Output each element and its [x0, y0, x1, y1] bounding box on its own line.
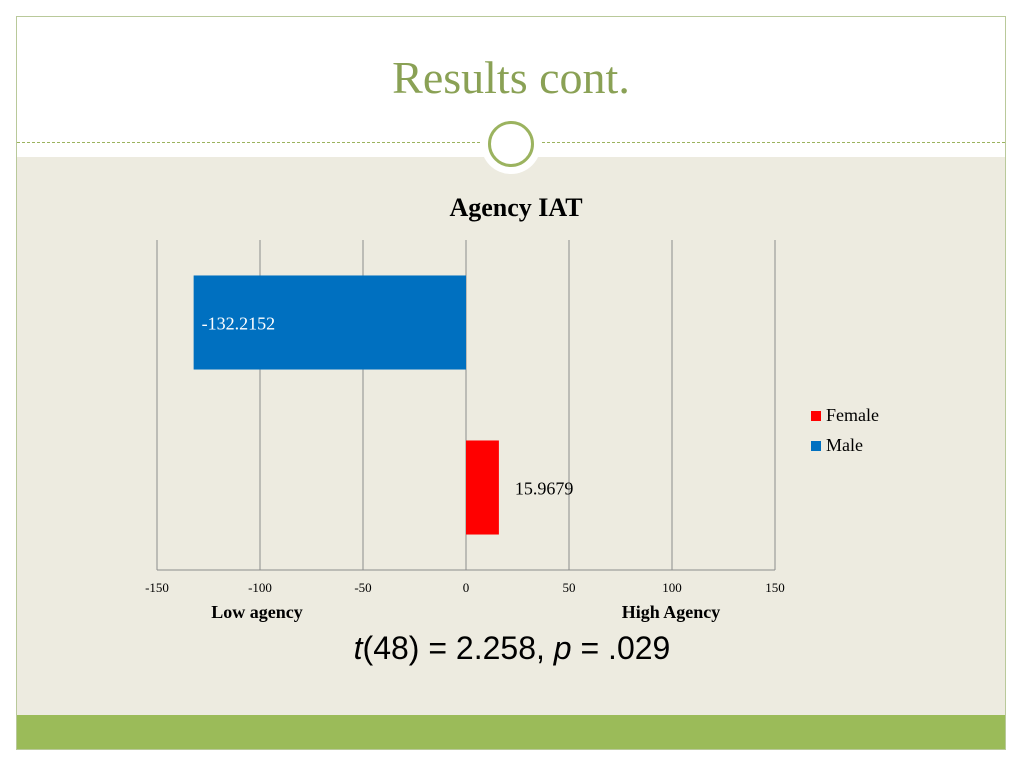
legend-label-female: Female: [826, 405, 879, 425]
circle-ring-icon: [488, 121, 534, 167]
footer-bar: [17, 715, 1005, 749]
bar-male: [193, 275, 466, 370]
x-tick-label: -100: [248, 580, 272, 595]
x-tick-label: 0: [463, 580, 470, 595]
chart-bars: -132.2152 15.9679: [193, 275, 574, 535]
high-agency-label: High Agency: [622, 602, 721, 622]
circle-ornament-icon: [483, 116, 539, 172]
t-df-value: (48) = 2.258,: [362, 630, 554, 666]
content-area: [17, 157, 1005, 715]
p-value: = .029: [571, 630, 671, 666]
x-axis-ticks: -150 -100 -50 0 50 100 150: [145, 580, 785, 595]
chart-legend: Female Male: [811, 405, 879, 455]
low-agency-label: Low agency: [211, 602, 303, 622]
data-label-female: 15.9679: [515, 479, 574, 499]
t-symbol: t: [353, 630, 363, 666]
x-tick-label: 100: [662, 580, 682, 595]
slide: Results cont.: [16, 16, 1006, 750]
chart-title: Agency IAT: [449, 193, 582, 222]
x-tick-label: 50: [563, 580, 576, 595]
x-tick-label: -150: [145, 580, 169, 595]
x-tick-label: -50: [354, 580, 371, 595]
legend-swatch-female: [811, 411, 821, 421]
data-label-male: -132.2152: [202, 314, 276, 334]
t-test-statistic: t(48) = 2.258, p = .029: [0, 630, 1024, 667]
x-tick-label: 150: [765, 580, 785, 595]
slide-title: Results cont.: [392, 52, 630, 103]
legend-label-male: Male: [826, 435, 863, 455]
p-symbol: p: [553, 630, 572, 666]
bar-female: [466, 440, 499, 535]
legend-swatch-male: [811, 441, 821, 451]
